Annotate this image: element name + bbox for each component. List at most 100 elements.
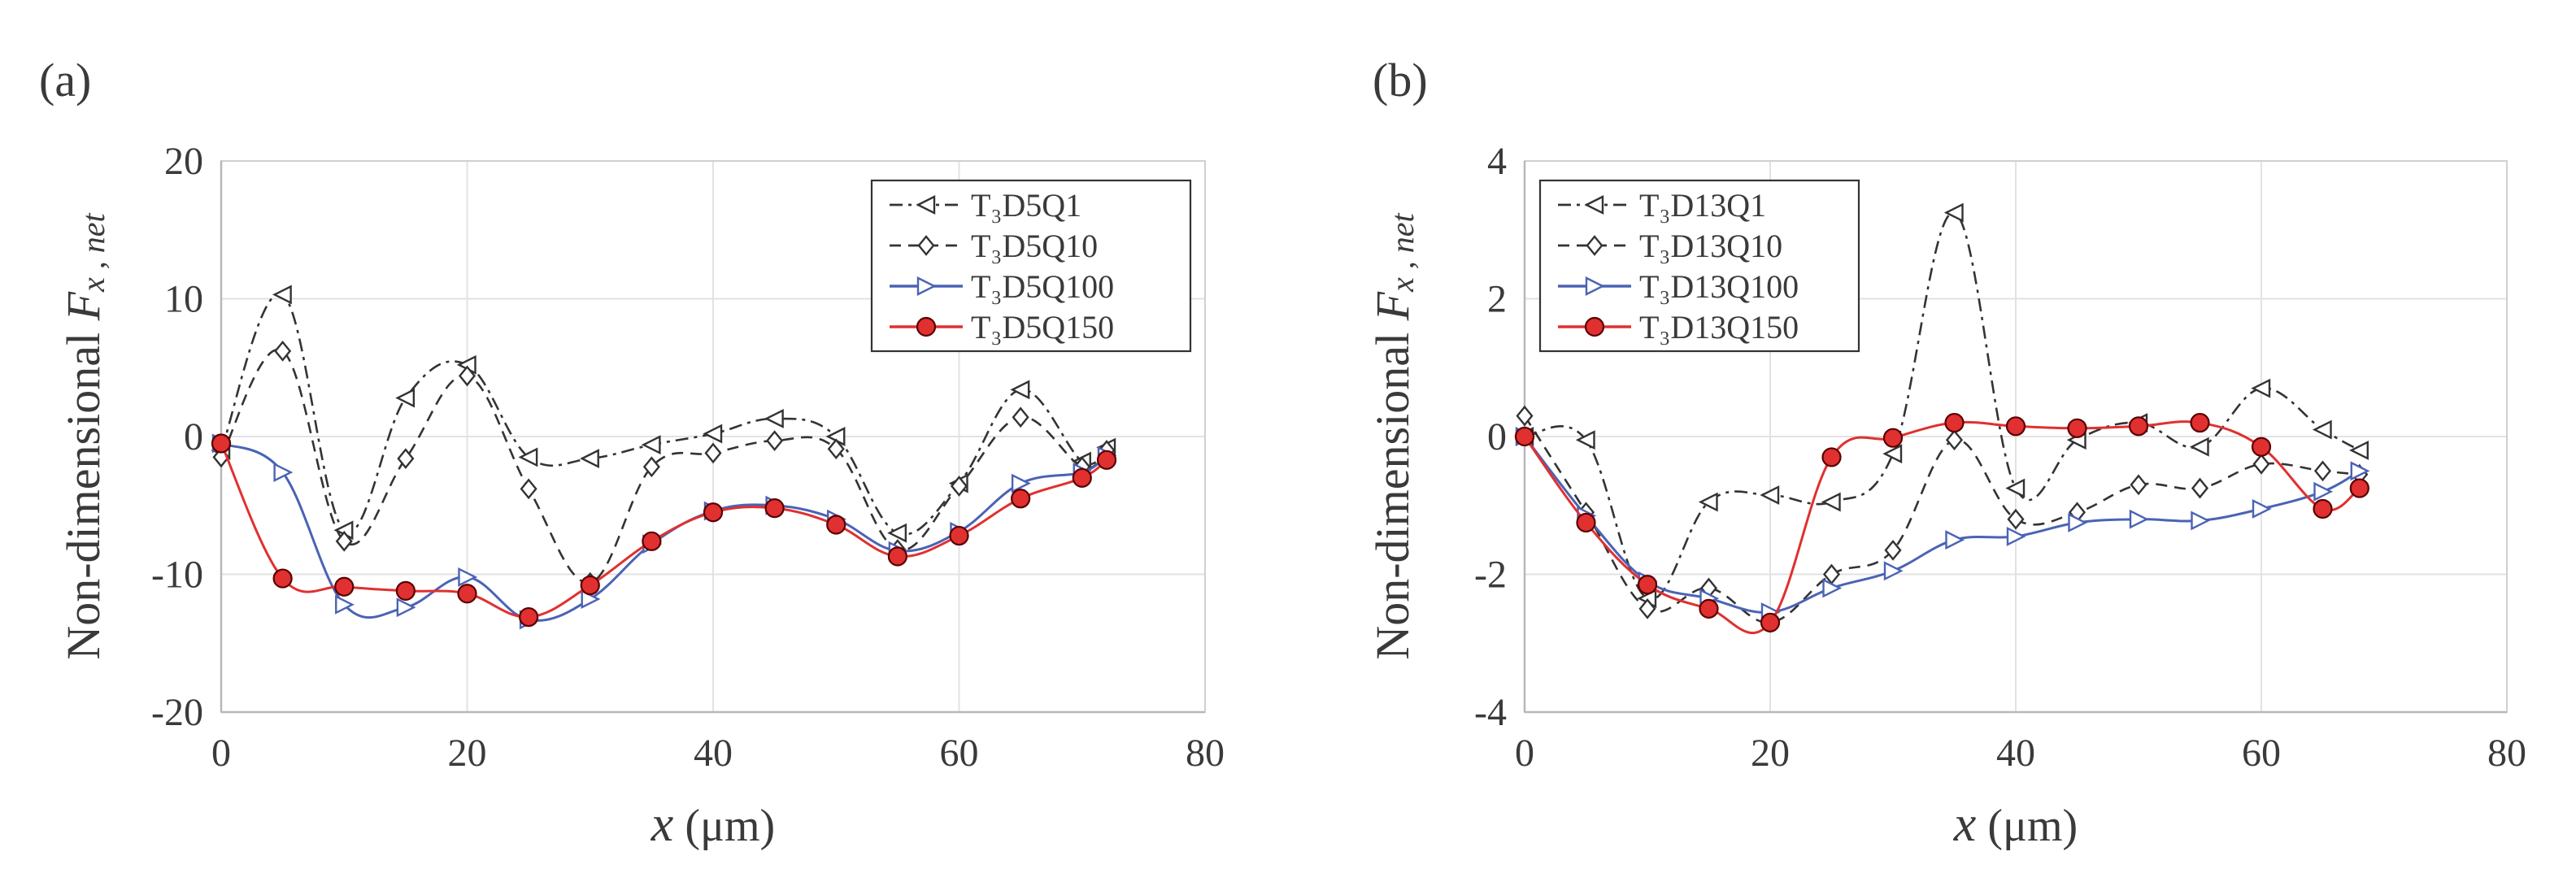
y-axis-prefix: Non-dimensional — [1366, 320, 1419, 659]
data-point — [518, 447, 538, 467]
data-point — [1760, 485, 1780, 505]
legend-item: T₃D5Q150 — [890, 309, 1114, 345]
y-axis-subscript: x , net — [1384, 212, 1421, 293]
x-axis-unit: (μm) — [1976, 801, 2078, 851]
legend-label: T₃D13Q150 — [1639, 309, 1799, 345]
data-point — [1821, 447, 1842, 467]
data-point — [1944, 412, 1965, 433]
data-point — [2067, 418, 2087, 438]
data-point — [1514, 426, 1535, 447]
x-tick-label: 80 — [1186, 732, 1225, 775]
legend-marker — [916, 195, 936, 215]
legend-label: T₃D5Q1 — [971, 187, 1081, 224]
legend-marker — [1584, 195, 1604, 215]
data-point — [2313, 498, 2333, 519]
data-point — [335, 594, 355, 615]
data-point — [2005, 478, 2026, 498]
series-line — [220, 292, 1107, 536]
data-point — [1943, 202, 1964, 223]
legend-marker — [917, 235, 935, 256]
chart-panel-b: (b) 0 20 40 60 80 -4 -2 0 2 4 x (μm) Non-dimensional… — [1366, 54, 2526, 852]
data-point — [1884, 539, 1902, 561]
legend-label: T₃D13Q10 — [1639, 228, 1782, 264]
data-point — [2129, 509, 2149, 529]
legend-item: T₃D13Q150 — [1558, 309, 1799, 345]
legend-label: T₃D13Q1 — [1639, 187, 1766, 224]
data-point — [1698, 492, 1718, 512]
y-tick-label: -4 — [1474, 691, 1507, 734]
x-tick-label: 40 — [694, 732, 733, 775]
data-point — [2006, 526, 2026, 546]
legend-item: T₃D5Q1 — [890, 187, 1081, 224]
data-point — [2349, 441, 2369, 460]
y-tick-label: 20 — [164, 140, 203, 183]
series-4 — [1514, 412, 2369, 635]
y-tick-label: 0 — [1487, 415, 1507, 458]
data-point — [950, 476, 968, 497]
legend-label: T₃D13Q100 — [1639, 268, 1799, 305]
series-line — [220, 442, 1107, 619]
data-point — [274, 341, 292, 362]
data-point — [764, 498, 785, 519]
data-point — [1072, 467, 1092, 488]
data-point — [1637, 575, 1658, 595]
legend-label: T₃D5Q100 — [971, 268, 1114, 305]
data-point — [2252, 454, 2270, 475]
y-axis-variable: F — [57, 291, 110, 321]
data-point — [1699, 598, 1719, 619]
legend-marker — [916, 316, 937, 337]
data-point — [1945, 530, 1965, 550]
x-tick-label: 0 — [1515, 732, 1534, 775]
legend-label: T₃D5Q10 — [971, 228, 1098, 264]
data-point — [827, 438, 845, 460]
data-point — [1822, 578, 1843, 598]
legend-item: T₃D5Q10 — [890, 228, 1098, 264]
y-tick-label: -2 — [1474, 554, 1507, 597]
series-line — [1524, 211, 2361, 601]
data-point — [395, 580, 416, 601]
data-point — [887, 546, 907, 567]
legend: T₃D13Q1 T₃D13Q10 T₃D13Q100 T₃D13Q150 — [1538, 179, 1860, 353]
data-point — [457, 584, 477, 604]
data-point — [703, 424, 723, 444]
data-point — [642, 531, 662, 551]
data-point — [1096, 450, 1117, 470]
x-axis-variable: x — [651, 797, 674, 852]
data-point — [395, 388, 416, 408]
data-point — [2251, 437, 2272, 457]
data-point — [2190, 412, 2210, 433]
data-point — [826, 515, 846, 535]
x-tick-label: 60 — [2242, 732, 2281, 775]
data-point — [1760, 612, 1781, 632]
panel-label: (b) — [1373, 54, 1428, 106]
series-line — [220, 348, 1107, 584]
data-point — [1883, 561, 1904, 581]
y-axis-variable: F — [1366, 291, 1419, 321]
data-point — [334, 576, 355, 597]
data-point — [2068, 512, 2088, 532]
x-axis-unit: (μm) — [673, 801, 775, 851]
data-point — [2251, 378, 2271, 398]
data-point — [2252, 499, 2272, 519]
x-tick-label: 40 — [1996, 732, 2035, 775]
data-point — [1821, 492, 1841, 512]
data-point — [272, 285, 292, 305]
data-point — [1945, 429, 1964, 451]
legend-marker — [916, 276, 937, 296]
y-axis-prefix: Non-dimensional — [57, 320, 110, 659]
data-point — [2005, 416, 2026, 437]
data-point — [2313, 481, 2334, 502]
legend-label: T₃D5Q150 — [971, 309, 1114, 345]
series-2 — [212, 341, 1116, 593]
legend: T₃D5Q1 T₃D5Q10 T₃D5Q100 T₃D5Q150 — [870, 179, 1192, 353]
data-point — [2130, 474, 2147, 496]
x-axis-variable: x — [1953, 797, 1977, 852]
data-point — [397, 448, 415, 470]
data-point — [887, 523, 907, 543]
legend-item: T₃D13Q10 — [1558, 228, 1782, 264]
x-tick-label: 60 — [940, 732, 979, 775]
x-tick-label: 0 — [211, 732, 231, 775]
data-point — [458, 567, 478, 587]
data-point — [520, 478, 537, 500]
data-point — [2191, 477, 2209, 499]
